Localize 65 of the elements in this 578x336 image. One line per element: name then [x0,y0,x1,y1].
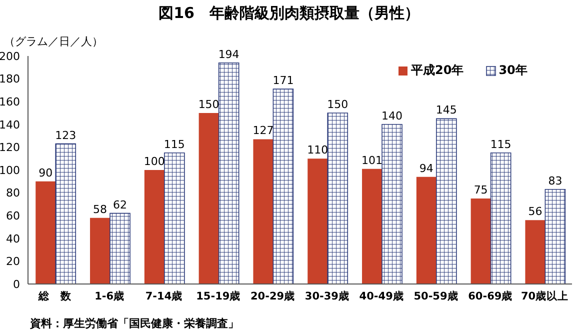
x-tick-label: 15-19歳 [196,289,241,302]
x-tick-label: 50-59歳 [414,289,458,302]
data-label: 171 [272,74,294,88]
data-label: 62 [113,198,128,212]
chart-title: 図16 年齢階級別肉類摂取量（男性） [158,4,420,23]
data-label: 101 [362,154,383,167]
bar [416,176,436,284]
y-tick-label: 60 [6,210,20,223]
bar [218,62,240,284]
bar [55,143,76,284]
data-label: 115 [164,138,185,151]
x-tick-label: 7-14歳 [145,289,183,302]
x-tick-label: 60-69歳 [468,289,513,302]
bar [164,152,185,284]
data-label: 145 [436,104,457,117]
data-label: 90 [38,166,53,180]
y-axis-title: （グラム／日／人） [4,34,103,49]
text: 資料：厚生労働省「国民健康・栄養調査」 [30,316,239,331]
bar [144,170,164,284]
y-tick-label: 40 [6,232,20,246]
x-tick-label: 総 数 [38,289,73,302]
y-tick-label: 80 [6,186,20,200]
bar [110,212,130,284]
y-tick-label: 180 [0,72,20,86]
y-tick-label: 140 [0,118,20,132]
bar [490,152,512,284]
y-tick-label: 120 [0,141,20,154]
data-label: 58 [93,202,108,216]
bar [382,124,402,284]
bar [308,158,328,284]
bar [327,112,348,284]
data-label: 115 [490,138,512,151]
bar [253,139,274,284]
bar [198,113,219,284]
bar [272,88,294,284]
x-tick-label: 40-49歳 [359,289,404,302]
x-tick-label: 70歳以上 [520,289,569,302]
bar [544,188,566,284]
x-tick-label: 30-39歳 [304,289,350,302]
y-tick-label: 160 [0,96,20,109]
y-tick-label: 200 [0,50,20,63]
legend-label: 平成20年 [411,62,464,79]
y-tick-label: 0 [13,278,20,291]
data-label: 123 [55,128,76,142]
y-tick-label: 100 [0,164,20,177]
bar [90,218,110,284]
y-tick-label: 20 [6,255,20,268]
data-label: 94 [419,162,434,175]
data-label: 150 [198,98,220,111]
bar [470,198,491,284]
bar [36,181,56,284]
bar [436,118,457,284]
x-tick-label: 1-6歳 [94,289,125,302]
bar [525,220,546,284]
x-tick-label: 20-29歳 [250,289,296,302]
data-label: 140 [382,109,403,122]
data-label: 150 [327,98,348,111]
bar [362,168,382,284]
data-label: 194 [218,48,240,61]
data-label: 110 [307,144,328,157]
legend-label: 30年 [498,62,528,79]
data-label: 83 [548,174,562,188]
data-label: 127 [252,124,274,138]
data-label: 75 [474,184,488,196]
data-label: 56 [528,205,542,218]
